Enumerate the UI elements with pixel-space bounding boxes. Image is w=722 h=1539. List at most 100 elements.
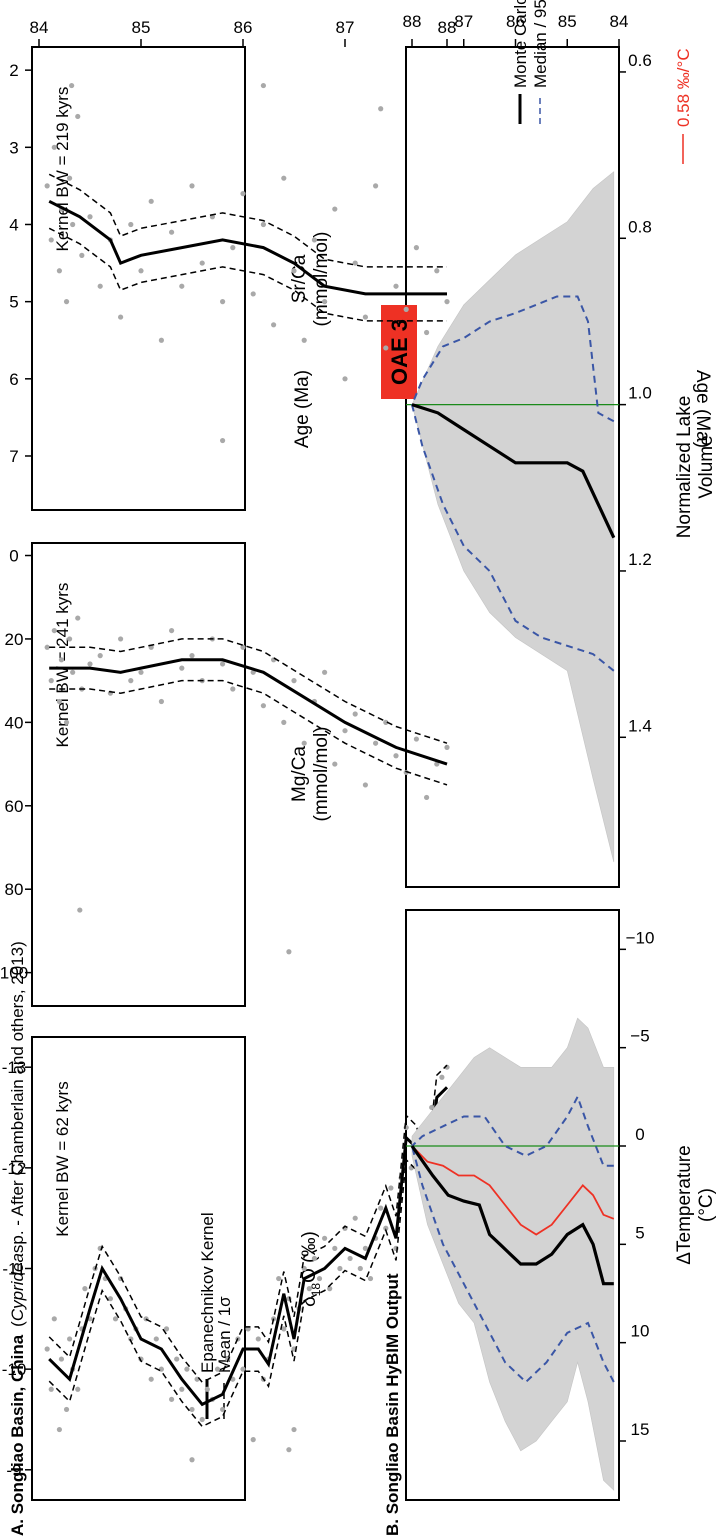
data-point-d18o: [153, 1336, 159, 1342]
data-point-d18o: [128, 1336, 134, 1342]
data-point-srca: [444, 299, 450, 305]
data-point-mgca: [403, 769, 409, 776]
xtick-label-panel-b: 87: [454, 12, 473, 31]
data-point-d18o: [367, 1275, 374, 1282]
data-point-d18o: [82, 1286, 88, 1292]
ytick-label-lakevol: 1.2: [628, 550, 652, 569]
data-point-mgca: [413, 736, 419, 742]
data-point-d18o: [112, 1316, 119, 1322]
data-point-mgca: [362, 782, 368, 788]
montecarlo-envelope-dtemp: [411, 1017, 615, 1491]
median-line-dtemp: [410, 1145, 614, 1286]
data-point-d18o: [255, 1336, 261, 1342]
data-point-mgca: [70, 669, 76, 675]
data-point-srca: [220, 437, 226, 444]
xtick-label-panel-a: 84: [30, 18, 49, 37]
data-point-d18o: [306, 1286, 312, 1292]
kernel-label-srca: Kernel BW = 219 kyrs: [53, 87, 72, 252]
data-point-d18o: [439, 1074, 445, 1080]
ylabel-mgca-2: (mmol/mol): [311, 727, 332, 822]
data-point-d18o: [48, 1386, 54, 1392]
data-point-d18o: [388, 1185, 394, 1191]
data-point-d18o: [352, 1215, 358, 1221]
data-point-mgca: [352, 711, 358, 717]
data-point-srca: [281, 175, 287, 181]
data-point-d18o: [281, 1326, 287, 1332]
data-point-srca: [199, 260, 205, 266]
data-point-srca: [342, 376, 348, 382]
data-point-srca: [250, 291, 256, 297]
data-point-srca: [51, 144, 57, 150]
ytick-label-d18o: -12: [2, 1159, 27, 1178]
band-lower-dtemp: [411, 1094, 614, 1167]
data-point-d18o: [276, 1275, 282, 1282]
data-point-d18o: [311, 1255, 317, 1262]
data-point-d18o: [332, 1245, 338, 1251]
data-point-srca: [169, 229, 175, 235]
data-point-mgca: [77, 907, 83, 913]
data-point-mgca: [444, 744, 450, 750]
data-point-d18o: [357, 1265, 363, 1272]
data-point-mgca: [44, 644, 50, 650]
plot-frame-lakevol: [405, 46, 620, 888]
data-point-d18o: [220, 1406, 226, 1413]
oae3-badge: [381, 305, 417, 399]
data-point-d18o: [383, 1225, 389, 1231]
ylabel-lakevol-2: Volume: [696, 435, 717, 498]
ytick-label-dtemp: −10: [626, 928, 655, 947]
data-point-mgca: [383, 719, 389, 725]
ytick-label-srca: 2: [9, 61, 18, 80]
ytick-label-lakevol: 1.0: [628, 384, 652, 403]
data-point-srca: [260, 221, 266, 228]
data-point-srca: [75, 113, 81, 120]
data-point-mgca: [67, 636, 73, 642]
ylabel-dtemp-2: (°C): [696, 1188, 717, 1222]
data-point-srca: [240, 191, 246, 197]
plot-frame-dtemp: [405, 909, 620, 1501]
ytick-label-srca: 7: [9, 447, 18, 466]
band-lower-lakevol: [411, 295, 615, 423]
xtick-label-panel-a: 85: [132, 18, 151, 37]
xtick-label-panel-a: 86: [234, 18, 253, 37]
data-point-d18o: [174, 1356, 180, 1362]
legend-median-label: Median / 95%: [531, 0, 550, 88]
data-point-srca: [393, 283, 399, 289]
kernel-label-d18o: Kernel BW = 62 kyrs: [53, 1081, 72, 1236]
ytick-label-dtemp: 5: [635, 1223, 644, 1242]
panel-a-title: A. Songliao Basin, China(Cyprideasp. - A…: [8, 941, 27, 1536]
data-point-mgca: [260, 703, 266, 709]
sigma-upper-srca: [48, 227, 447, 322]
montecarlo-envelope-lakevol: [411, 171, 615, 863]
plot-frame-srca: [31, 46, 246, 511]
legend-kernel-label: Epanechnikov Kernel: [198, 1212, 217, 1373]
legend-montecarlo-label: Monte Carlo: [511, 0, 530, 88]
xlabel-panel-b: Age (Ma): [692, 370, 713, 448]
data-point-mgca: [434, 761, 440, 767]
data-point-mgca: [118, 636, 124, 642]
ytick-label-mgca: 20: [5, 630, 24, 649]
data-point-d18o: [250, 1437, 256, 1443]
data-point-d18o: [429, 1104, 435, 1111]
data-point-srca: [138, 268, 144, 274]
sigma-lower-srca: [48, 173, 447, 268]
data-point-d18o: [199, 1416, 205, 1423]
data-point-mgca: [158, 698, 164, 705]
kernel-mean-srca: [48, 199, 447, 296]
band-upper-lakevol: [411, 404, 615, 672]
kernel-mean-mgca: [49, 658, 448, 766]
data-point-mgca: [424, 794, 430, 801]
ylabel-mgca-1: Mg/Ca: [289, 746, 310, 802]
ytick-label-d18o: -11: [2, 1260, 25, 1279]
data-point-srca: [97, 283, 103, 289]
data-point-d18o: [107, 1296, 114, 1302]
data-point-srca: [413, 245, 419, 251]
data-point-mgca: [128, 678, 134, 684]
data-point-mgca: [291, 678, 297, 684]
data-point-mgca: [48, 678, 54, 684]
red-line-dtemp: [411, 1145, 615, 1236]
data-point-srca: [383, 345, 389, 351]
